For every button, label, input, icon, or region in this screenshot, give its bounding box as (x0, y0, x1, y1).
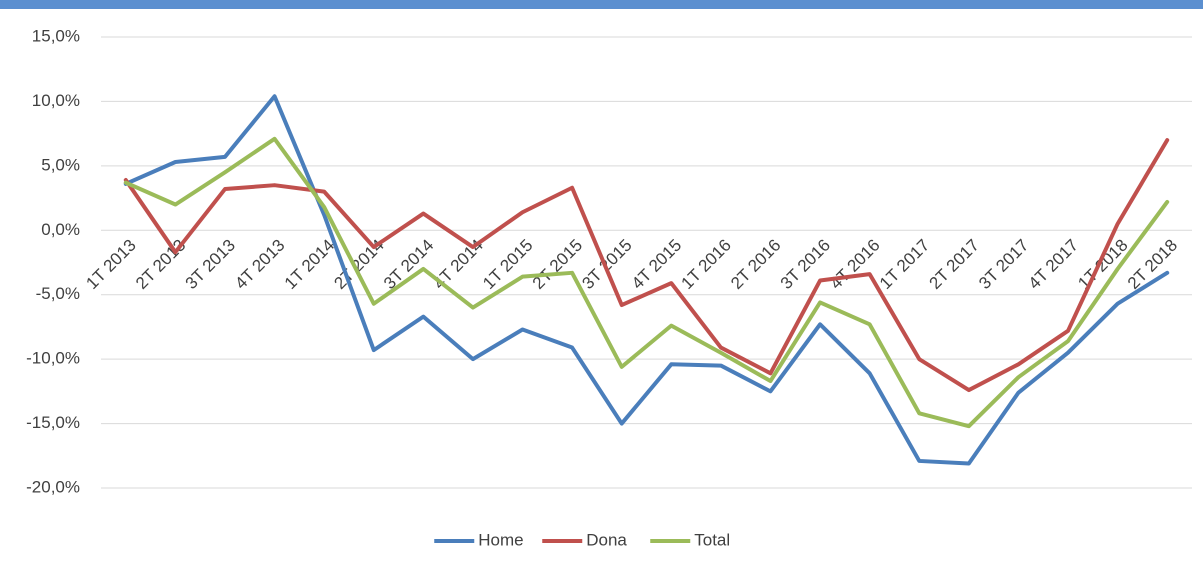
x-tick-label: 3T 2014 (380, 236, 437, 293)
y-tick-label: -10,0% (26, 349, 80, 368)
legend-label: Home (478, 530, 523, 549)
x-tick-label: 1T 2016 (678, 236, 735, 293)
series-line (123, 94, 1170, 466)
x-tick-label: 4T 2013 (231, 236, 288, 293)
x-tick-label: 2T 2016 (727, 236, 784, 293)
y-tick-label: 10,0% (32, 91, 80, 110)
x-tick-label: 3T 2015 (578, 236, 635, 293)
x-tick-label: 3T 2017 (975, 236, 1032, 293)
x-tick-label: 1T 2017 (876, 236, 933, 293)
top-bar (0, 0, 1203, 9)
y-tick-label: -15,0% (26, 413, 80, 432)
y-tick-label: 0,0% (41, 220, 80, 239)
x-tick-label: 3T 2013 (182, 236, 239, 293)
y-tick-label: -20,0% (26, 477, 80, 496)
x-tick-label: 4T 2017 (1025, 236, 1082, 293)
x-tick-label: 3T 2016 (777, 236, 834, 293)
x-tick-label: 1T 2013 (82, 236, 139, 293)
legend-label: Dona (586, 530, 627, 549)
y-tick-label: 5,0% (41, 155, 80, 174)
series-line (123, 138, 1170, 393)
y-tick-label: 15,0% (32, 26, 80, 45)
legend-label: Total (694, 530, 730, 549)
y-tick-label: -5,0% (36, 284, 80, 303)
x-tick-label: 2T 2017 (926, 236, 983, 293)
series-line (123, 136, 1170, 429)
x-tick-label: 1T 2014 (281, 236, 338, 293)
x-tick-label: 4T 2015 (628, 236, 685, 293)
